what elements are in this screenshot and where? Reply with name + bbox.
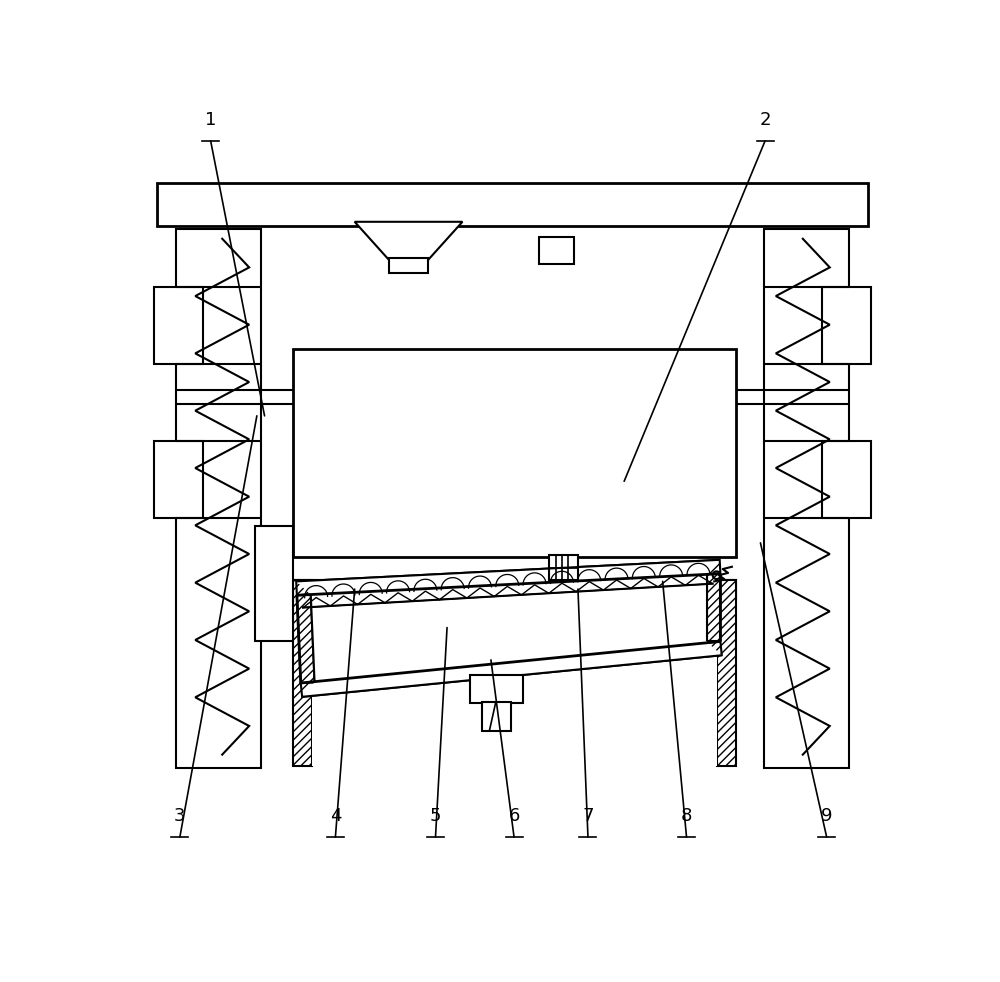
- Text: 1: 1: [205, 111, 216, 129]
- Bar: [255, 526, 293, 641]
- Polygon shape: [717, 579, 736, 766]
- Text: 4: 4: [330, 806, 341, 825]
- Bar: [764, 230, 849, 769]
- Bar: [176, 230, 261, 769]
- Text: 3: 3: [174, 806, 186, 825]
- Bar: [539, 238, 574, 264]
- Bar: [822, 441, 871, 518]
- Text: 7: 7: [582, 806, 594, 825]
- Bar: [154, 441, 203, 518]
- Polygon shape: [296, 560, 720, 595]
- Polygon shape: [355, 222, 462, 260]
- Bar: [293, 349, 736, 557]
- Text: 5: 5: [430, 806, 441, 825]
- Polygon shape: [312, 599, 717, 766]
- Bar: [157, 184, 868, 226]
- Bar: [549, 555, 578, 579]
- Polygon shape: [296, 560, 722, 697]
- Text: 8: 8: [681, 806, 692, 825]
- Polygon shape: [707, 573, 720, 641]
- Text: 6: 6: [508, 806, 520, 825]
- Polygon shape: [293, 579, 736, 599]
- Polygon shape: [301, 641, 722, 697]
- Bar: [470, 676, 523, 703]
- Polygon shape: [293, 579, 312, 766]
- Polygon shape: [297, 595, 315, 683]
- Bar: [154, 288, 203, 364]
- Bar: [822, 288, 871, 364]
- Text: 2: 2: [759, 111, 771, 129]
- Bar: [389, 258, 428, 273]
- Text: 9: 9: [821, 806, 832, 825]
- Bar: [482, 701, 511, 731]
